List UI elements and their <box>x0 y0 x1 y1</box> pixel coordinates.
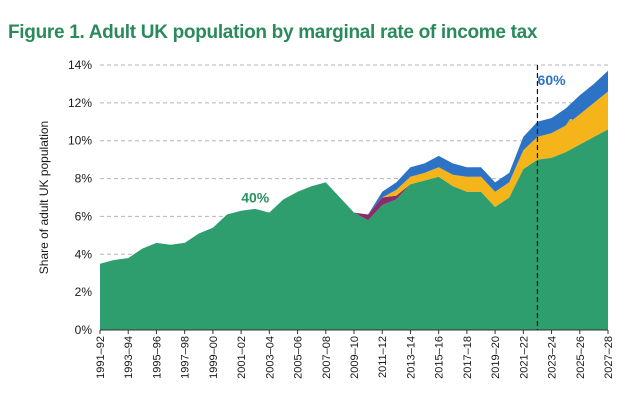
x-tick-label-2007-08: 2007–08 <box>321 336 333 379</box>
y-tick-label-2: 2% <box>75 285 93 299</box>
y-tick-label-10: 10% <box>68 134 92 148</box>
y-axis-label: Share of adult UK population <box>37 121 51 274</box>
x-tick-label-2015-16: 2015–16 <box>434 336 446 379</box>
y-tick-label-4: 4% <box>75 247 93 261</box>
x-tick-label-2013-14: 2013–14 <box>405 336 417 379</box>
x-tick-label-1991-92: 1991–92 <box>95 336 107 379</box>
y-tick-label-6: 6% <box>75 209 93 223</box>
series-label-60: 60% <box>538 72 567 88</box>
x-tick-label-2001-02: 2001–02 <box>236 336 248 379</box>
series-label-45: 45% <box>566 116 595 132</box>
chart-title: Figure 1. Adult UK population by margina… <box>8 22 538 43</box>
y-tick-label-0: 0% <box>75 323 93 337</box>
x-tick-label-1995-96: 1995–96 <box>151 336 163 379</box>
y-tick-label-14: 14% <box>68 58 92 72</box>
x-tick-label-2027-28: 2027–28 <box>603 336 615 379</box>
y-tick-labels: 0% 2% 4% 6% 8% 10% 12% 14% <box>68 58 92 337</box>
stacked-areas <box>100 70 608 330</box>
x-tick-label-2011-12: 2011–12 <box>377 336 389 378</box>
area-series-40 <box>100 129 608 330</box>
x-tick-label-2021-22: 2021–22 <box>518 336 530 379</box>
y-tick-label-8: 8% <box>75 172 93 186</box>
x-tick-label-1997-98: 1997–98 <box>180 336 192 379</box>
x-tick-label-2003-04: 2003–04 <box>264 336 276 379</box>
x-tick-label-2025-26: 2025–26 <box>575 336 587 379</box>
series-labels: 40% 45% 60% <box>241 72 594 205</box>
x-tick-labels: 1991–92 1993–94 1995–96 1997–98 1999–00 2001–… <box>95 330 615 379</box>
x-tick-label-2023-24: 2023–24 <box>547 336 559 379</box>
x-tick-label-2017-18: 2017–18 <box>462 336 474 379</box>
series-label-40: 40% <box>241 190 270 206</box>
x-tick-label-2005-06: 2005–06 <box>293 336 305 379</box>
x-tick-label-2019-20: 2019–20 <box>490 336 502 379</box>
y-tick-label-12: 12% <box>68 96 92 110</box>
x-tick-label-1993-94: 1993–94 <box>123 336 135 379</box>
x-tick-label-2009-10: 2009–10 <box>349 336 361 379</box>
x-tick-label-1999-00: 1999–00 <box>208 336 220 379</box>
